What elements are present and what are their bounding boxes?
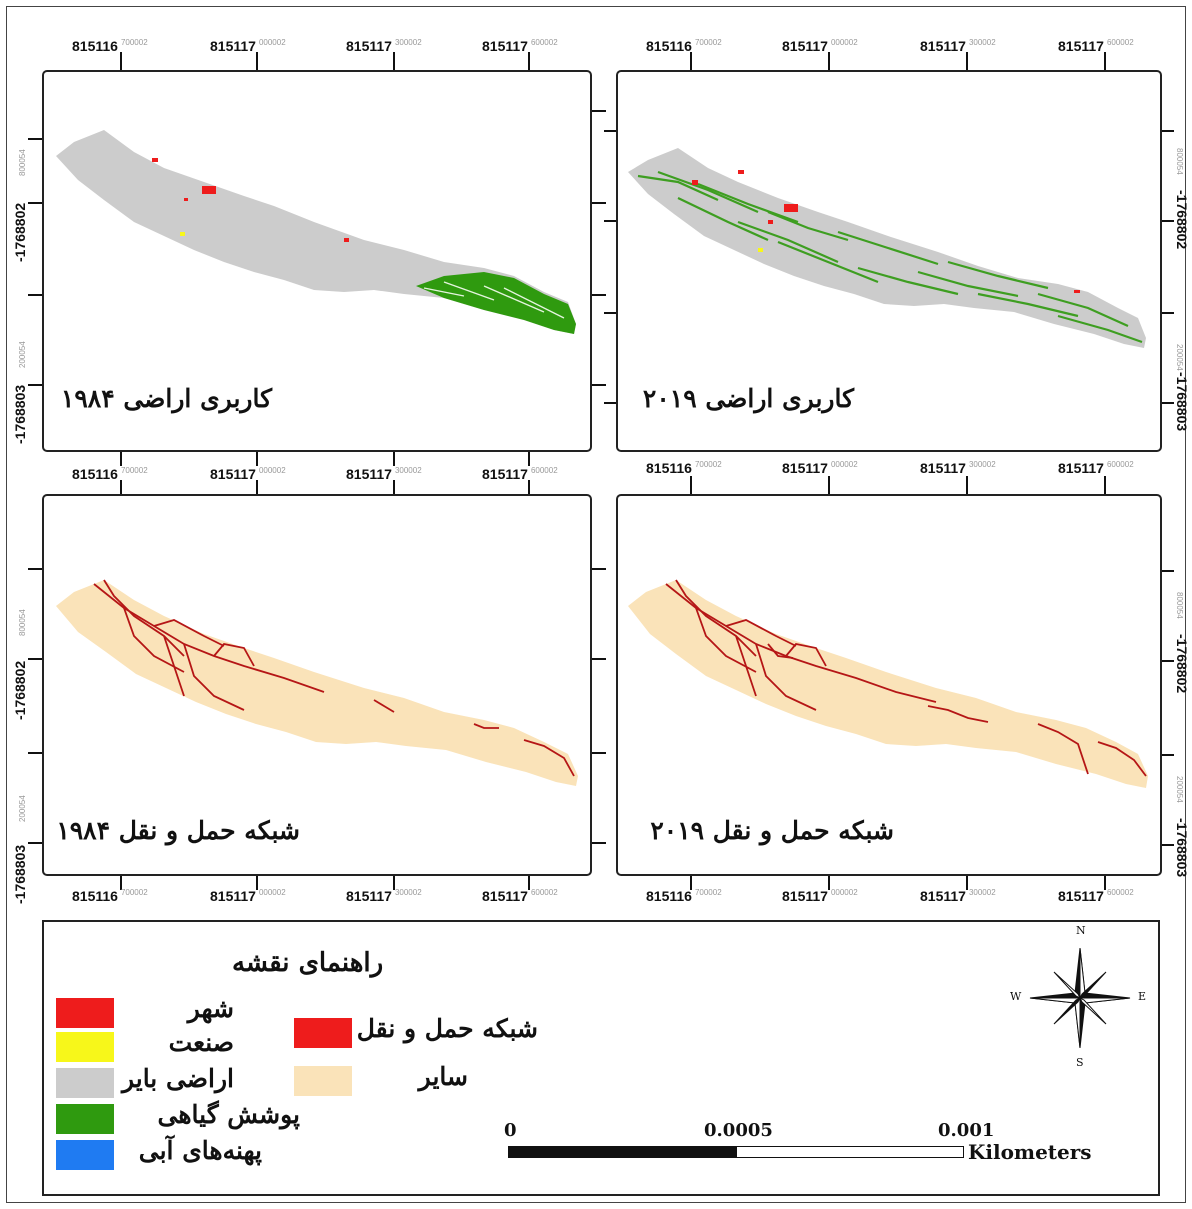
- scalebar-label-0: 0: [504, 1120, 517, 1141]
- legend-label-vegetation: پوشش گیاهی: [157, 1100, 300, 1129]
- y-coord-label: -1768802: [1174, 190, 1190, 250]
- landuse-2019-shape: [628, 148, 1146, 348]
- legend-label-water: پهنه‌های آبی: [138, 1136, 262, 1165]
- x-coord-label: 815116 700002: [72, 888, 148, 904]
- y-coord-label: 200054: [1175, 344, 1184, 371]
- x-coord-label: 815116 700002: [72, 466, 148, 482]
- y-coord-label: -1768803: [12, 384, 28, 444]
- x-coord-label: 815117 600002: [482, 466, 558, 482]
- x-coord-label: 815117 600002: [1058, 38, 1134, 54]
- legend-swatch-barren: [56, 1068, 114, 1098]
- y-coord-label: 800054: [1175, 592, 1184, 619]
- x-coord-label: 815117 600002: [482, 888, 558, 904]
- y-coord-label: 200054: [1175, 776, 1184, 803]
- map-frame: [6, 6, 1186, 1203]
- compass-rose-icon: [1029, 947, 1131, 1049]
- transport-1984-shape: [56, 579, 578, 786]
- x-coord-label: 815117 000002: [210, 38, 286, 54]
- legend-label-other: سایر: [418, 1062, 468, 1091]
- y-coord-label: -1768802: [12, 202, 28, 262]
- legend-label-city: شهر: [187, 994, 234, 1023]
- x-coord-label: 815117 000002: [210, 466, 286, 482]
- legend-label-barren: اراضی بایر: [121, 1064, 234, 1093]
- y-coord-label: -1768803: [1174, 818, 1190, 878]
- y-coord-label: 200054: [18, 341, 27, 368]
- transport-1984-title: شبکه حمل و نقل ۱۹۸۴: [56, 816, 300, 845]
- scalebar-label-max: 0.001: [938, 1120, 995, 1141]
- legend-label-transport: شبکه حمل و نقل: [356, 1014, 538, 1043]
- transport-2019-map: شبکه حمل و نقل ۲۰۱۹: [616, 494, 1162, 876]
- legend-swatch-other: [294, 1066, 352, 1096]
- x-coord-label: 815117 300002: [346, 888, 422, 904]
- y-coord-label: -1768802: [12, 660, 28, 720]
- scalebar-unit: Kilometers: [968, 1140, 1092, 1164]
- x-coord-label: 815117 300002: [920, 888, 996, 904]
- x-coord-label: 815117 000002: [210, 888, 286, 904]
- compass-s: S: [1076, 1056, 1084, 1069]
- legend-swatch-transport: [294, 1018, 352, 1048]
- y-coord-label: -1768802: [1174, 634, 1190, 694]
- x-coord-label: 815116 700002: [646, 38, 722, 54]
- landuse-1984-title: کاربری اراضی ۱۹۸۴: [60, 384, 272, 413]
- y-coord-label: -1768803: [12, 844, 28, 904]
- y-coord-label: 800054: [18, 609, 27, 636]
- landuse-1984-map: کاربری اراضی ۱۹۸۴: [42, 70, 592, 452]
- x-coord-label: 815117 000002: [782, 888, 858, 904]
- x-coord-label: 815117 300002: [920, 38, 996, 54]
- x-coord-label: 815116 700002: [646, 888, 722, 904]
- x-coord-label: 815116 700002: [72, 38, 148, 54]
- transport-2019-shape: [628, 579, 1148, 788]
- legend-swatch-water: [56, 1140, 114, 1170]
- x-coord-label: 815117 600002: [1058, 460, 1134, 476]
- x-coord-label: 815117 000002: [782, 38, 858, 54]
- compass-e: E: [1138, 990, 1147, 1003]
- compass-w: W: [1010, 990, 1022, 1003]
- x-coord-label: 815117 600002: [1058, 888, 1134, 904]
- legend-title: راهنمای نقشه: [232, 948, 384, 978]
- scalebar: [508, 1146, 964, 1158]
- x-coord-label: 815117 300002: [920, 460, 996, 476]
- transport-1984-map: شبکه حمل و نقل ۱۹۸۴: [42, 494, 592, 876]
- transport-2019-title: شبکه حمل و نقل ۲۰۱۹: [650, 816, 894, 845]
- y-coord-label: -1768803: [1174, 372, 1190, 432]
- compass-n: N: [1076, 924, 1086, 937]
- landuse-2019-map: کاربری اراضی ۲۰۱۹: [616, 70, 1162, 452]
- legend-swatch-industry: [56, 1032, 114, 1062]
- x-coord-label: 815117 300002: [346, 466, 422, 482]
- x-coord-label: 815117 600002: [482, 38, 558, 54]
- map-legend: راهنمای نقشه شهر صنعت اراضی بایر پوشش گی…: [42, 920, 1160, 1196]
- scalebar-label-mid: 0.0005: [704, 1120, 773, 1141]
- x-coord-label: 815117 300002: [346, 38, 422, 54]
- legend-swatch-vegetation: [56, 1104, 114, 1134]
- y-coord-label: 800054: [1175, 148, 1184, 175]
- landuse-2019-title: کاربری اراضی ۲۰۱۹: [642, 384, 854, 413]
- y-coord-label: 200054: [18, 795, 27, 822]
- x-coord-label: 815117 000002: [782, 460, 858, 476]
- landuse-1984-shape: [56, 130, 576, 334]
- x-coord-label: 815116 700002: [646, 460, 722, 476]
- y-coord-label: 800054: [18, 149, 27, 176]
- legend-swatch-city: [56, 998, 114, 1028]
- legend-label-industry: صنعت: [168, 1028, 234, 1057]
